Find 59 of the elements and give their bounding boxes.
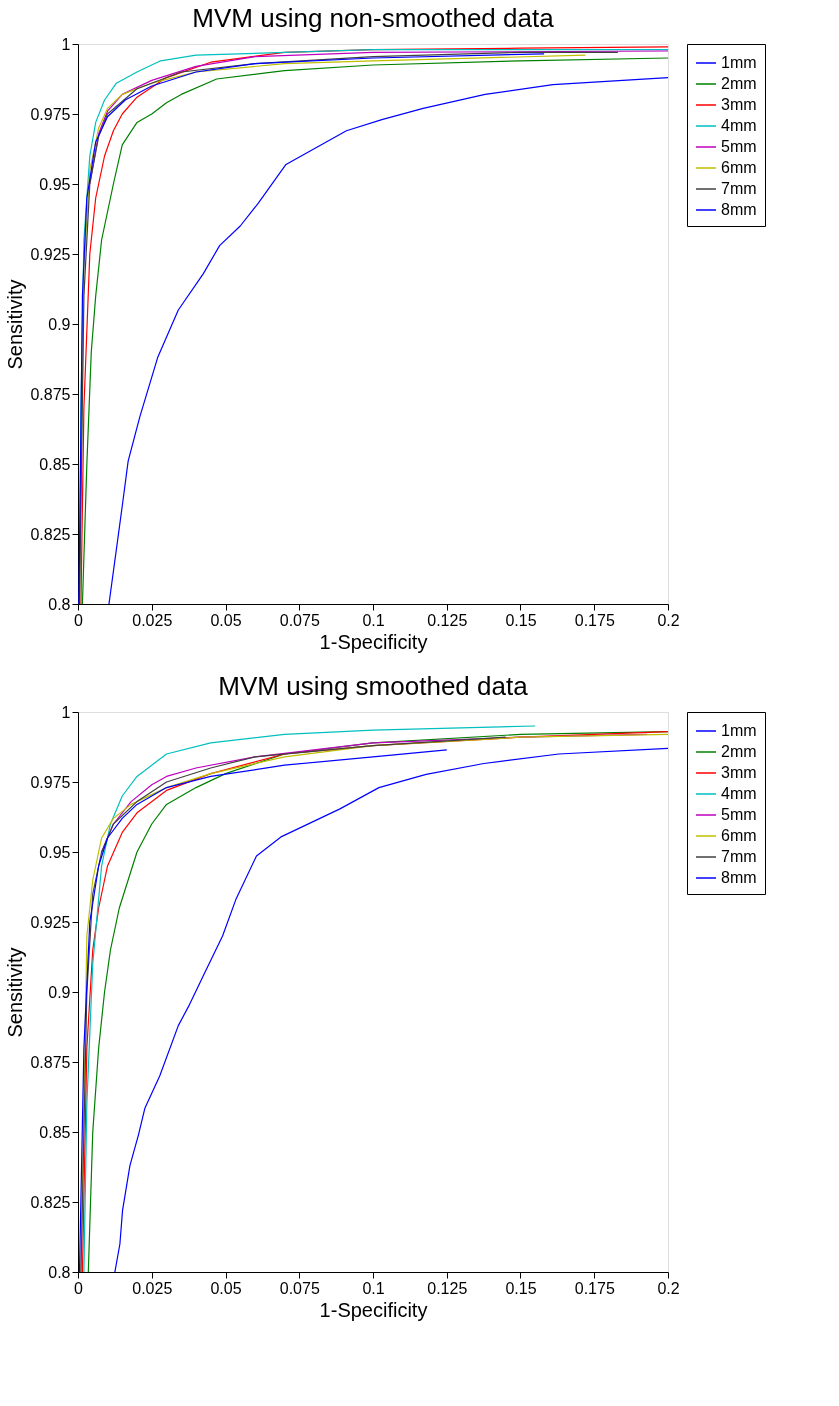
y-tick-label: 0.875: [30, 385, 71, 403]
chart-title: MVM using smoothed data: [218, 671, 529, 701]
x-tick-label: 0.075: [279, 1279, 320, 1297]
y-tick-label: 0.875: [30, 1053, 71, 1071]
line-series: [78, 749, 448, 1273]
x-axis-title: 1-Specificity: [319, 1298, 428, 1321]
legend-label: 6mm: [721, 827, 757, 844]
legend-label: 5mm: [721, 806, 757, 823]
legend-label: 4mm: [721, 117, 757, 134]
y-tick-label: 0.85: [39, 1123, 71, 1141]
x-tick-label: 0.125: [427, 1279, 468, 1297]
y-tick-label: 0.825: [30, 525, 71, 543]
legend-label: 7mm: [721, 180, 757, 197]
x-tick-label: 0.025: [132, 1279, 173, 1297]
legend-label: 1mm: [721, 54, 757, 71]
x-tick-label: 0.175: [574, 611, 615, 629]
y-tick-label: 0.925: [30, 245, 71, 263]
y-tick-label: 0.825: [30, 1193, 71, 1211]
legend-label: 3mm: [721, 764, 757, 781]
y-tick-label: 0.95: [39, 175, 71, 193]
y-tick-label: 1: [61, 703, 71, 721]
x-tick-label: 0.2: [657, 1279, 680, 1297]
y-tick-label: 0.8: [48, 1263, 71, 1281]
x-tick-label: 0.175: [574, 1279, 615, 1297]
legend-label: 4mm: [721, 785, 757, 802]
legend-label: 5mm: [721, 138, 757, 155]
legend-label: 3mm: [721, 96, 757, 113]
y-tick-label: 0.95: [39, 843, 71, 861]
legend-label: 8mm: [721, 869, 757, 886]
x-tick-label: 0.075: [279, 611, 320, 629]
x-tick-label: 0.1: [362, 1279, 385, 1297]
x-tick-label: 0.2: [657, 611, 680, 629]
y-tick-label: 0.85: [39, 455, 71, 473]
y-axis-title: Sensitivity: [4, 947, 27, 1038]
x-tick-label: 0: [74, 611, 84, 629]
chart-title: MVM using non-smoothed data: [192, 3, 555, 33]
x-tick-label: 0.15: [505, 1279, 537, 1297]
x-axis-title: 1-Specificity: [319, 630, 428, 653]
y-tick-label: 0.9: [48, 315, 71, 333]
y-tick-label: 0.9: [48, 983, 71, 1001]
x-tick-label: 0.05: [210, 1279, 242, 1297]
y-axis-title: Sensitivity: [4, 279, 27, 370]
x-tick-label: 0.025: [132, 611, 173, 629]
legend-label: 2mm: [721, 743, 757, 760]
x-tick-label: 0.125: [427, 611, 468, 629]
legend-label: 1mm: [721, 722, 757, 739]
legend-label: 7mm: [721, 848, 757, 865]
legend-label: 8mm: [721, 201, 757, 218]
x-tick-label: 0: [74, 1279, 84, 1297]
y-tick-label: 1: [61, 35, 71, 53]
x-tick-label: 0.05: [210, 611, 242, 629]
y-tick-label: 0.975: [30, 773, 71, 791]
legend-label: 2mm: [721, 75, 757, 92]
x-tick-label: 0.1: [362, 611, 385, 629]
x-tick-label: 0.15: [505, 611, 537, 629]
y-tick-label: 0.975: [30, 105, 71, 123]
legend-label: 6mm: [721, 159, 757, 176]
y-tick-label: 0.8: [48, 595, 71, 613]
y-tick-label: 0.925: [30, 913, 71, 931]
